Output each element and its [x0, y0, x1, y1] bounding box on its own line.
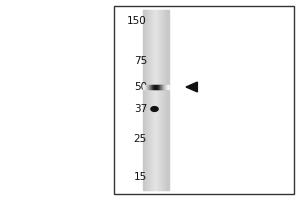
- Polygon shape: [186, 82, 197, 92]
- Text: 15: 15: [134, 172, 147, 182]
- Text: 75: 75: [134, 56, 147, 66]
- Text: 50: 50: [134, 82, 147, 92]
- Text: 25: 25: [134, 134, 147, 144]
- Bar: [143, 10, 169, 190]
- Text: 150: 150: [127, 16, 147, 26]
- Circle shape: [151, 107, 158, 111]
- Bar: [114, 6, 294, 194]
- Text: 37: 37: [134, 104, 147, 114]
